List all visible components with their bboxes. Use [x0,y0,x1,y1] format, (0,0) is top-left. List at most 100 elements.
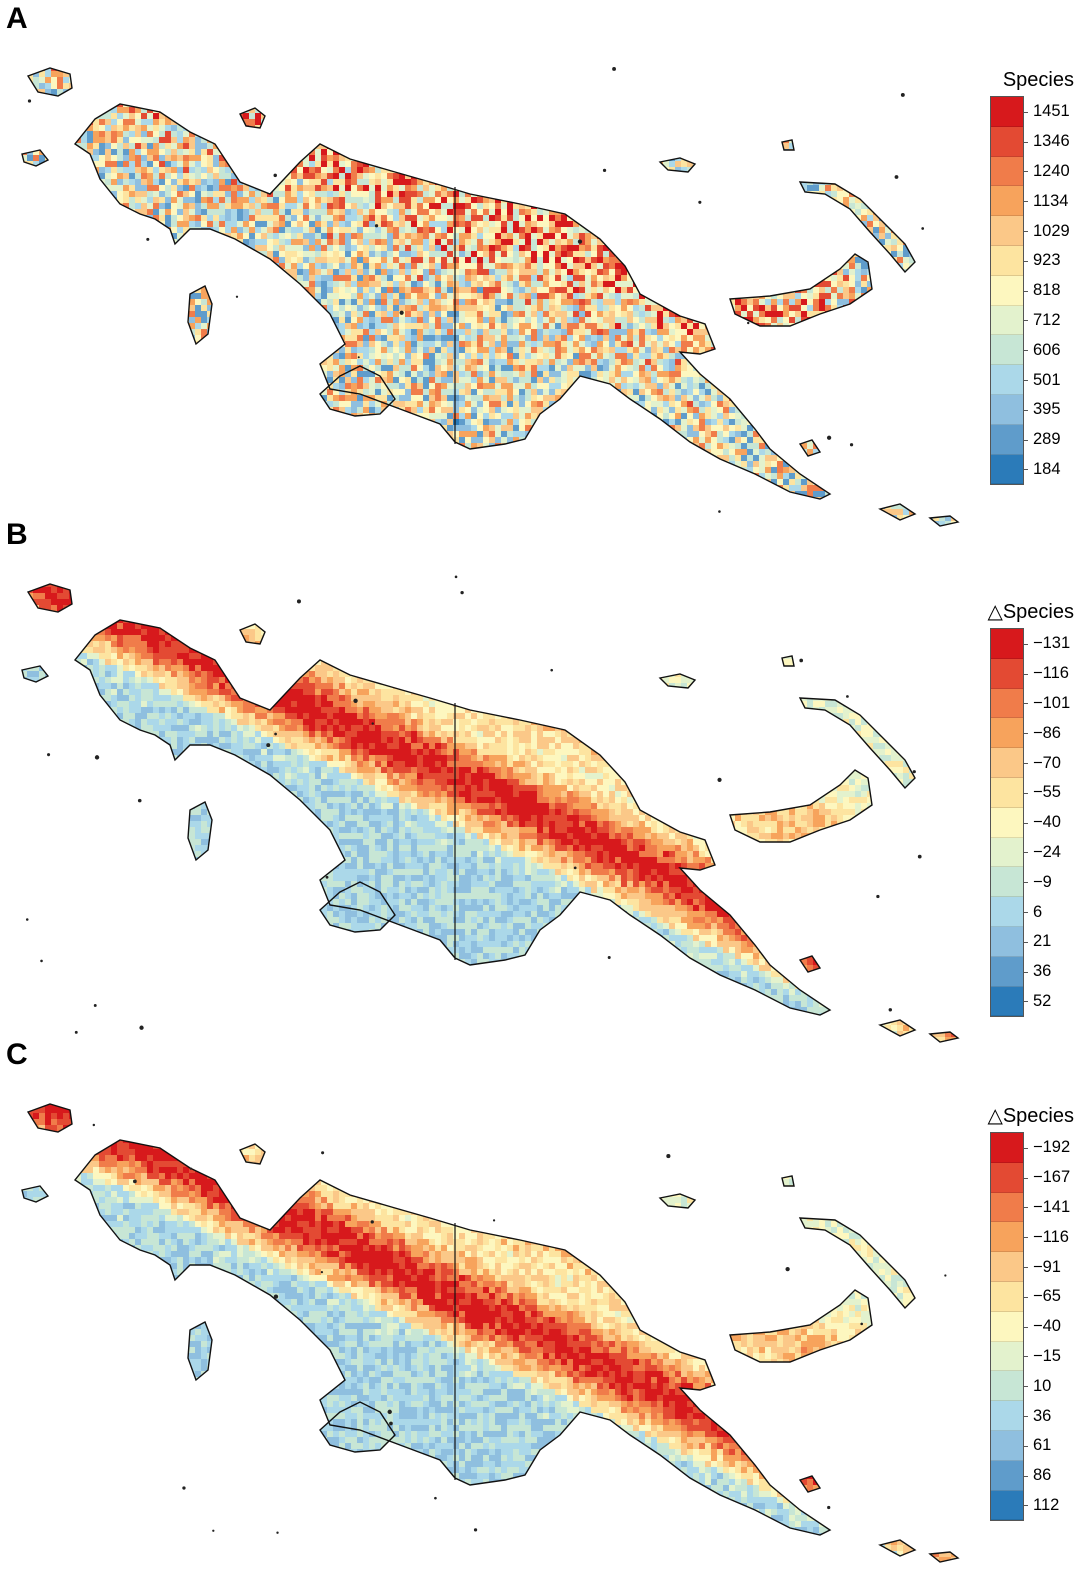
legend-tick [1023,439,1028,441]
legend-tick [1023,320,1028,322]
legend-tick [1023,643,1028,645]
legend-tick [1023,1267,1028,1269]
legend-label: 86 [1033,1461,1051,1491]
islet [718,510,721,513]
islet [900,92,905,97]
legend-entry: −116 [991,1222,1069,1253]
legend-label: 606 [1033,335,1061,365]
islet [276,1531,279,1534]
islet [492,1219,496,1222]
legend-tick [1023,1416,1028,1418]
islet [353,698,358,703]
legend-title: △Species [968,1104,1074,1128]
islet [27,99,32,103]
legend-entry: −141 [991,1192,1070,1223]
legend-tick [1023,231,1028,233]
islet [387,1409,392,1415]
legend-tick [1023,260,1028,262]
legend-swatch [991,986,1023,1017]
legend-label: 1346 [1033,127,1070,157]
legend-tick [1023,1237,1028,1239]
legend-swatch [991,394,1023,425]
islet [266,743,271,748]
legend-entry: 923 [991,245,1061,276]
legend-tick [1023,703,1028,705]
islet [137,798,142,803]
legend-swatch [991,807,1023,838]
species-raster [22,584,958,1042]
legend-tick [1023,1445,1028,1447]
legend-swatch [991,1371,1023,1402]
legend-entry: 1451 [991,97,1070,127]
new-guinea-map [21,67,960,527]
legend-tick [1023,1386,1028,1388]
legend-label: 818 [1033,276,1061,306]
legend-label: 6 [1033,897,1042,927]
islet [747,321,750,325]
legend-swatch [991,186,1023,217]
legend-label: −55 [1033,778,1061,808]
islet [550,668,554,672]
legend-swatch [991,424,1023,455]
islet [94,755,100,760]
legend-entry: −9 [991,867,1052,898]
islet [921,227,925,230]
legend-tick [1023,171,1028,173]
legend-swatch [991,1222,1023,1253]
legend-tick [1023,1505,1028,1507]
islet [212,1529,215,1532]
legend-label: 112 [1033,1491,1059,1521]
islet [860,1322,863,1326]
legend-entry: 712 [991,305,1061,336]
legend-swatch [991,1430,1023,1461]
islet [912,770,916,774]
legend-entry: −24 [991,837,1061,868]
legend-tick [1023,852,1028,854]
legend-tick [1023,673,1028,675]
legend-tick [1023,1001,1028,1003]
islet [917,854,922,859]
legend-tick [1023,469,1028,471]
legend-label: 501 [1033,365,1061,395]
legend-entry: 1134 [991,186,1068,217]
legend-label: −65 [1033,1282,1061,1312]
legend-entry: −55 [991,777,1061,808]
panel-letter: A [6,4,28,34]
islet [888,1008,893,1012]
legend-label: −24 [1033,838,1061,868]
legend-tick [1023,1475,1028,1477]
legend-scale: 1451 1346 1240 1134 1029 923 818 712 606 501 395 28… [990,96,1070,486]
islet [399,310,404,315]
legend-swatch [991,1460,1023,1491]
legend-swatch [991,126,1023,157]
legend-entry: −101 [991,688,1070,719]
legend-entry: 10 [991,1371,1051,1402]
legend: Species 1451 1346 1240 1134 1029 923 818 712 606… [968,68,1078,486]
legend-entry: −167 [991,1162,1070,1193]
legend-label: −116 [1033,1222,1069,1252]
islet [371,722,374,725]
legend-label: −15 [1033,1342,1061,1372]
islet [573,866,577,870]
legend-tick [1023,1296,1028,1298]
legend-scale: −192 −167 −141 −116 −91 −65 −40 −15 10 36 61 86 112 [990,1132,1070,1522]
legend-entry: 86 [991,1460,1051,1491]
islet [133,1179,137,1184]
legend-swatch [991,275,1023,306]
legend-tick [1023,1356,1028,1358]
coastline [21,583,960,1043]
legend-tick [1023,350,1028,352]
islet [827,1505,831,1510]
new-guinea-map [21,575,960,1043]
islet [325,875,329,879]
islet [849,443,854,447]
legend-label: 1029 [1033,216,1070,246]
legend-label: −86 [1033,718,1061,748]
legend-tick [1023,409,1028,411]
legend-swatch [991,1252,1023,1282]
islet [826,435,832,440]
legend-label: 1240 [1033,157,1070,187]
legend-title: Species [968,68,1074,92]
legend-label: 36 [1033,1401,1051,1431]
new-guinea-map [21,1103,960,1563]
